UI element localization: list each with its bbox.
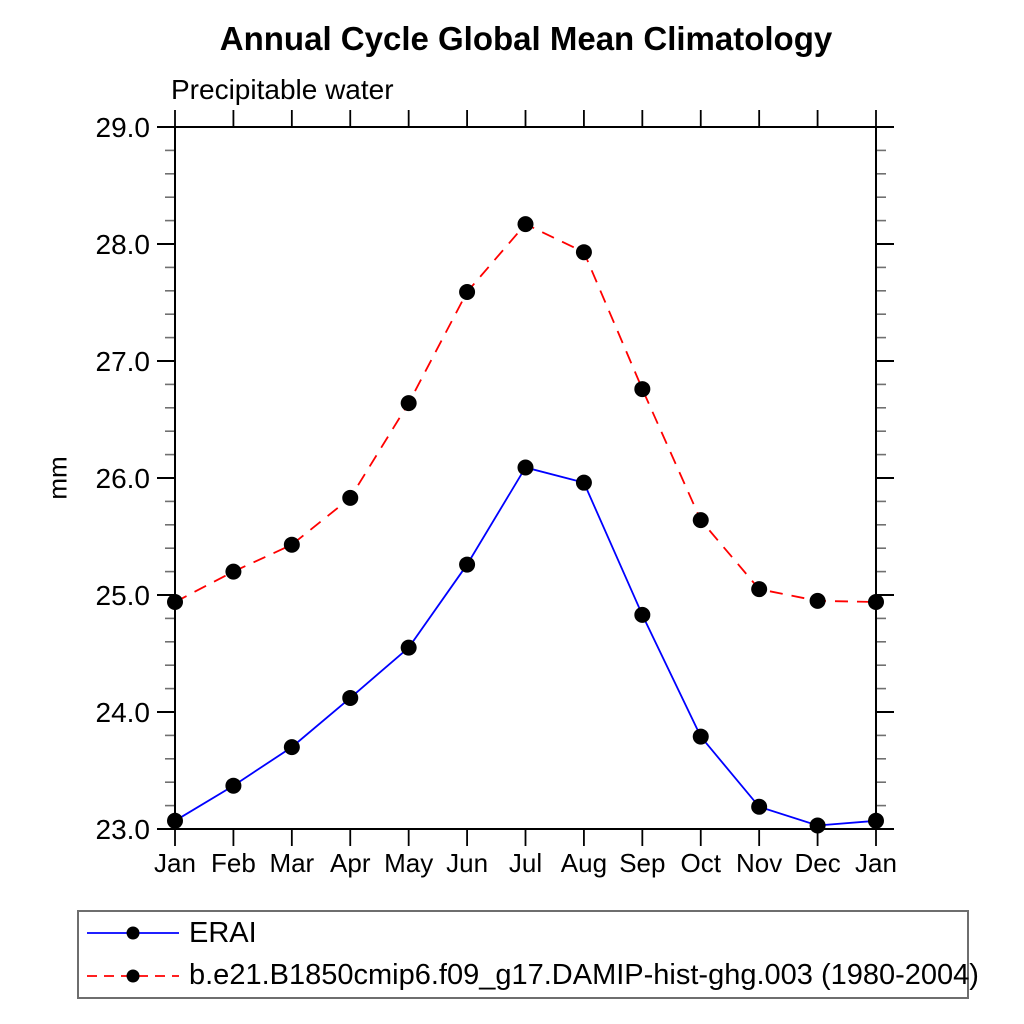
y-tick-label: 26.0: [96, 463, 151, 494]
x-tick-label: May: [384, 848, 433, 878]
data-point-series-1: [751, 581, 768, 598]
y-tick-label: 24.0: [96, 697, 151, 728]
data-point-series-0: [517, 459, 534, 476]
data-point-series-1: [400, 395, 417, 412]
data-point-series-1: [167, 594, 183, 611]
data-point-series-0: [459, 556, 476, 573]
y-tick-label: 23.0: [96, 814, 151, 845]
y-tick-label: 27.0: [96, 346, 151, 377]
series-line-1: [174, 222, 877, 603]
x-tick-label: Jun: [446, 848, 488, 878]
x-tick-label: Sep: [619, 848, 665, 878]
chart-title: Annual Cycle Global Mean Climatology: [219, 20, 833, 57]
x-tick-label: Jan: [154, 848, 196, 878]
data-point-series-1: [517, 216, 534, 233]
data-point-series-1: [809, 592, 826, 609]
chart-legend: ERAI b.e21.B1850cmip6.f09_g17.DAMIP-hist…: [77, 910, 979, 999]
chart-subtitle: Precipitable water: [171, 74, 394, 105]
data-point-series-1: [634, 381, 651, 398]
data-point-series-0: [692, 728, 709, 745]
data-point-series-0: [809, 817, 826, 834]
data-point-series-0: [634, 606, 651, 623]
series-line-0: [174, 466, 877, 827]
data-point-series-0: [868, 812, 884, 829]
legend-label-model: b.e21.B1850cmip6.f09_g17.DAMIP-hist-ghg.…: [189, 959, 979, 992]
y-tick-label: 25.0: [96, 580, 151, 611]
data-point-series-0: [751, 798, 768, 815]
y-tick-label: 28.0: [96, 229, 151, 260]
data-point-series-0: [400, 639, 417, 656]
legend-item-erai: ERAI: [79, 912, 967, 954]
data-point-series-0: [225, 777, 242, 794]
data-point-series-1: [283, 536, 300, 553]
legend-line-sample-solid: [87, 926, 179, 940]
plot-frame: [174, 126, 877, 830]
data-point-series-1: [692, 512, 709, 529]
data-point-series-1: [225, 563, 242, 580]
x-tick-label: Aug: [561, 848, 607, 878]
data-point-series-0: [167, 812, 183, 829]
data-point-series-1: [575, 244, 592, 261]
x-tick-label: Oct: [681, 848, 722, 878]
data-point-series-0: [283, 739, 300, 756]
x-tick-label: Jan: [855, 848, 897, 878]
data-point-series-1: [459, 283, 476, 300]
legend-line-sample-dashed: [87, 969, 179, 983]
y-tick-label: 29.0: [96, 112, 151, 143]
x-tick-label: Dec: [794, 848, 840, 878]
x-tick-label: Feb: [211, 848, 256, 878]
x-tick-label: Mar: [269, 848, 314, 878]
legend-label-erai: ERAI: [189, 916, 257, 949]
x-tick-label: Apr: [330, 848, 371, 878]
x-tick-label: Jul: [509, 848, 542, 878]
data-point-series-0: [575, 474, 592, 491]
data-point-series-1: [342, 489, 359, 506]
data-point-series-0: [342, 689, 359, 706]
x-tick-label: Nov: [736, 848, 782, 878]
legend-item-model: b.e21.B1850cmip6.f09_g17.DAMIP-hist-ghg.…: [79, 955, 979, 997]
data-point-series-1: [868, 594, 884, 611]
